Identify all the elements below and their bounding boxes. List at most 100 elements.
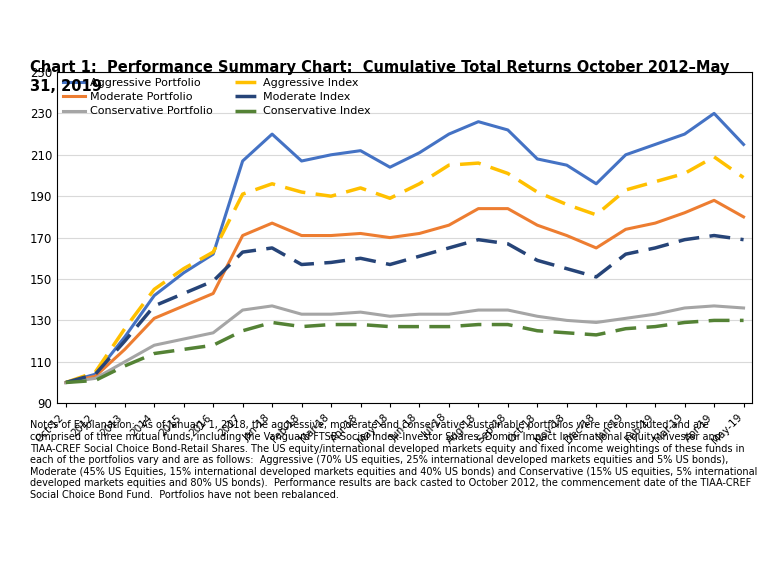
Moderate Portfolio bbox=[710, 197, 719, 204]
Aggressive Portfolio bbox=[503, 127, 512, 134]
Aggressive Portfolio bbox=[179, 270, 188, 276]
Aggressive Portfolio bbox=[562, 162, 572, 169]
Conservative Index bbox=[297, 323, 306, 330]
Conservative Portfolio bbox=[356, 309, 365, 316]
Moderate Index bbox=[415, 253, 424, 260]
Aggressive Portfolio bbox=[592, 180, 601, 187]
Line: Moderate Index: Moderate Index bbox=[66, 236, 743, 382]
Conservative Portfolio bbox=[120, 358, 129, 365]
Line: Conservative Portfolio: Conservative Portfolio bbox=[66, 306, 743, 382]
Aggressive Index bbox=[179, 265, 188, 272]
Moderate Portfolio bbox=[415, 230, 424, 237]
Moderate Portfolio bbox=[179, 302, 188, 309]
Moderate Index bbox=[238, 249, 247, 256]
Aggressive Portfolio bbox=[297, 158, 306, 165]
Moderate Portfolio bbox=[356, 230, 365, 237]
Conservative Portfolio bbox=[238, 306, 247, 313]
Conservative Index bbox=[503, 321, 512, 328]
Moderate Portfolio bbox=[120, 346, 129, 353]
Aggressive Index bbox=[238, 191, 247, 198]
Conservative Portfolio bbox=[327, 310, 336, 317]
Conservative Index bbox=[179, 346, 188, 353]
Aggressive Portfolio bbox=[415, 149, 424, 156]
Moderate Portfolio bbox=[533, 222, 542, 229]
Moderate Portfolio bbox=[592, 244, 601, 251]
Moderate Index bbox=[445, 244, 454, 251]
Conservative Portfolio bbox=[385, 313, 394, 320]
Moderate Index bbox=[739, 236, 748, 243]
Aggressive Index bbox=[62, 379, 71, 386]
Moderate Index bbox=[533, 257, 542, 264]
Aggressive Index bbox=[385, 195, 394, 202]
Moderate Index bbox=[120, 338, 129, 344]
Aggressive Portfolio bbox=[150, 292, 159, 299]
Moderate Index bbox=[680, 236, 689, 243]
Conservative Index bbox=[415, 323, 424, 330]
Moderate Portfolio bbox=[503, 205, 512, 212]
Moderate Index bbox=[179, 290, 188, 297]
Conservative Portfolio bbox=[651, 310, 660, 317]
Line: Aggressive Index: Aggressive Index bbox=[66, 157, 743, 382]
Moderate Portfolio bbox=[562, 232, 572, 239]
Moderate Index bbox=[473, 236, 483, 243]
Aggressive Index bbox=[621, 187, 630, 194]
Aggressive Portfolio bbox=[710, 110, 719, 117]
Aggressive Index bbox=[533, 188, 542, 195]
Aggressive Index bbox=[710, 153, 719, 160]
Line: Moderate Portfolio: Moderate Portfolio bbox=[66, 200, 743, 382]
Aggressive Index bbox=[651, 178, 660, 185]
Conservative Index bbox=[592, 331, 601, 338]
Conservative Index bbox=[385, 323, 394, 330]
Aggressive Index bbox=[150, 286, 159, 293]
Aggressive Index bbox=[562, 201, 572, 208]
Text: Chart 1:  Performance Summary Chart:  Cumulative Total Returns October 2012–May
: Chart 1: Performance Summary Chart: Cumu… bbox=[30, 60, 730, 94]
Moderate Index bbox=[327, 259, 336, 266]
Conservative Index bbox=[208, 342, 217, 348]
Conservative Portfolio bbox=[621, 315, 630, 322]
Moderate Portfolio bbox=[150, 315, 159, 322]
Conservative Index bbox=[327, 321, 336, 328]
Aggressive Portfolio bbox=[208, 251, 217, 257]
Moderate Portfolio bbox=[327, 232, 336, 239]
Moderate Index bbox=[621, 251, 630, 257]
Conservative Index bbox=[238, 327, 247, 334]
Moderate Portfolio bbox=[680, 209, 689, 216]
Moderate Index bbox=[90, 371, 100, 378]
Conservative Index bbox=[445, 323, 454, 330]
Aggressive Portfolio bbox=[385, 164, 394, 170]
Conservative Portfolio bbox=[562, 317, 572, 324]
Aggressive Portfolio bbox=[90, 371, 100, 378]
Aggressive Index bbox=[503, 170, 512, 177]
Aggressive Index bbox=[592, 211, 601, 218]
Conservative Portfolio bbox=[208, 329, 217, 336]
Conservative Portfolio bbox=[503, 306, 512, 313]
Moderate Index bbox=[385, 261, 394, 268]
Conservative Index bbox=[621, 325, 630, 332]
Aggressive Index bbox=[739, 174, 748, 181]
Aggressive Index bbox=[268, 180, 277, 187]
Aggressive Portfolio bbox=[651, 141, 660, 148]
Conservative Portfolio bbox=[592, 319, 601, 326]
Aggressive Portfolio bbox=[533, 156, 542, 162]
Moderate Index bbox=[62, 379, 71, 386]
Aggressive Portfolio bbox=[473, 118, 483, 125]
Moderate Portfolio bbox=[62, 379, 71, 386]
Aggressive Index bbox=[120, 325, 129, 332]
Moderate Index bbox=[150, 302, 159, 309]
Conservative Portfolio bbox=[179, 336, 188, 343]
Conservative Index bbox=[473, 321, 483, 328]
Conservative Portfolio bbox=[680, 305, 689, 312]
Moderate Portfolio bbox=[739, 214, 748, 221]
Aggressive Portfolio bbox=[62, 379, 71, 386]
Line: Aggressive Portfolio: Aggressive Portfolio bbox=[66, 113, 743, 382]
Aggressive Index bbox=[208, 249, 217, 256]
Moderate Portfolio bbox=[621, 226, 630, 233]
Conservative Index bbox=[356, 321, 365, 328]
Moderate Index bbox=[297, 261, 306, 268]
Aggressive Portfolio bbox=[268, 131, 277, 138]
Text: Notes of Explanation:  As of January 1, 2018, the aggressive, moderate and conse: Notes of Explanation: As of January 1, 2… bbox=[30, 420, 758, 500]
Moderate Portfolio bbox=[473, 205, 483, 212]
Aggressive Index bbox=[90, 369, 100, 376]
Conservative Portfolio bbox=[268, 302, 277, 309]
Moderate Portfolio bbox=[268, 219, 277, 226]
